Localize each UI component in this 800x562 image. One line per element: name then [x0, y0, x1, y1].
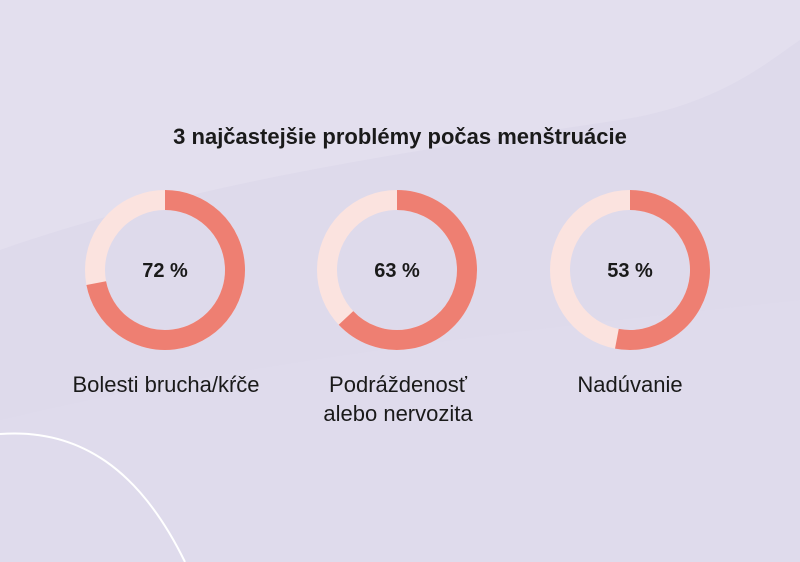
donut-arc-3 — [615, 190, 710, 350]
donut-value-label-3: 53 % — [607, 260, 653, 282]
category-label-2: Podráždenosť alebo nervozita — [278, 370, 518, 428]
donut-value-label-1: 72 % — [142, 260, 188, 282]
chart-title: 3 najčastejšie problémy počas menštruáci… — [173, 124, 627, 149]
category-label-1: Bolesti brucha/kŕče — [46, 370, 286, 399]
category-label-2-line-2: alebo nervozita — [323, 401, 473, 426]
category-label-3: Nadúvanie — [510, 370, 750, 399]
category-label-1-line: Bolesti brucha/kŕče — [72, 372, 260, 397]
donut-arc-1 — [86, 190, 245, 350]
background-wave-lower — [0, 300, 800, 562]
category-label-3-line: Nadúvanie — [577, 372, 683, 397]
donut-arc-2 — [338, 190, 477, 350]
category-label-2-line-1: Podráždenosť — [329, 372, 467, 397]
background-wave — [0, 0, 800, 250]
donut-value-label-2: 63 % — [374, 260, 420, 282]
background-curve-line — [0, 432, 186, 562]
